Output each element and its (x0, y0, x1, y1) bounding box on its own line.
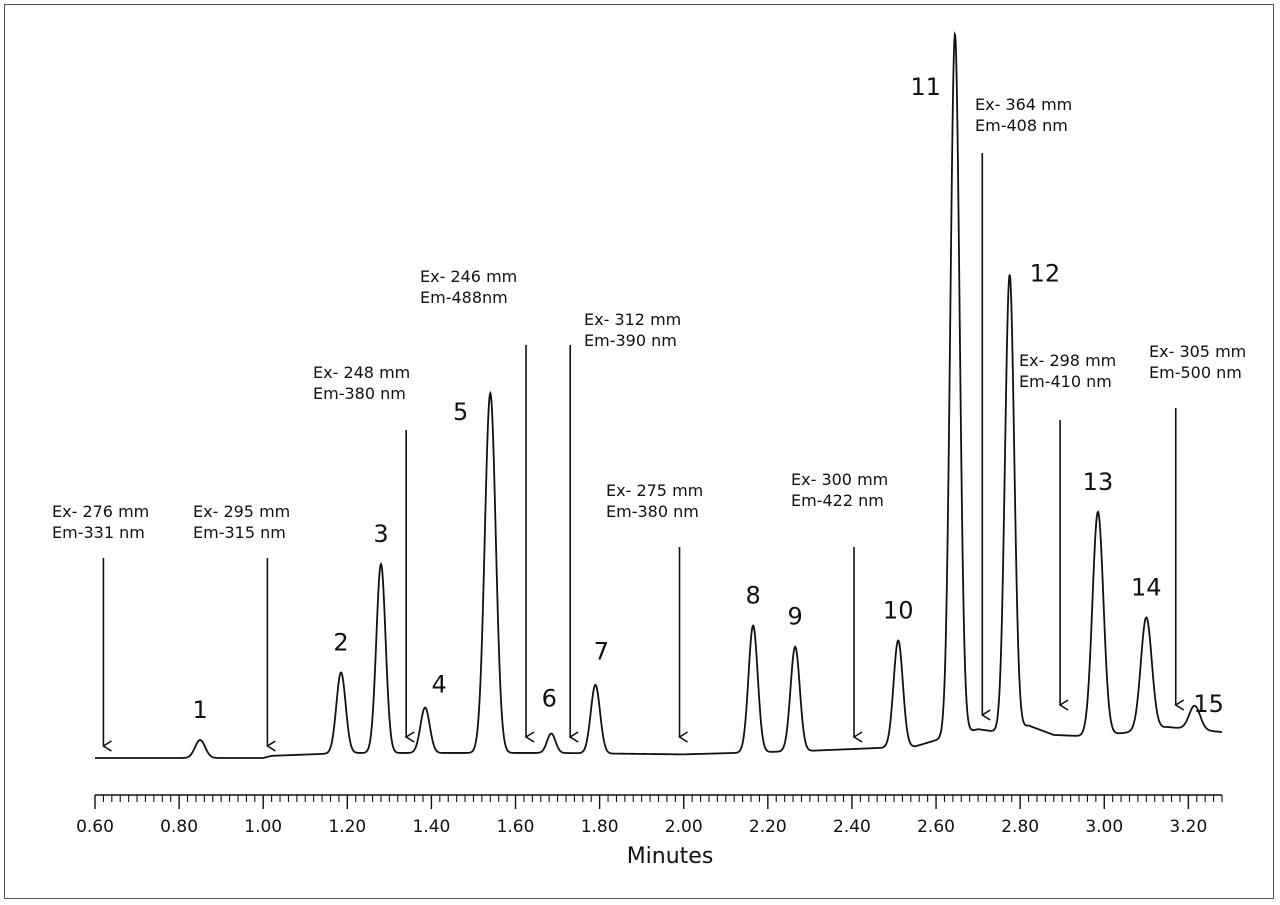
peak-label-2: 2 (333, 628, 348, 656)
x-tick-label: 1.80 (581, 817, 619, 837)
annotation-emission: Em-488nm (420, 288, 508, 307)
x-tick-label: 2.40 (833, 817, 871, 837)
x-axis-title: Minutes (627, 844, 714, 869)
annotation-emission: Em-390 nm (584, 331, 677, 350)
peak-label-11: 11 (910, 73, 941, 101)
annotation-excitation: Ex- 295 mm (193, 502, 290, 521)
x-tick-label: 3.20 (1169, 817, 1207, 837)
peak-label-15: 15 (1193, 690, 1224, 718)
x-tick-label: 3.00 (1085, 817, 1123, 837)
annotation-excitation: Ex- 305 mm (1149, 342, 1246, 361)
x-tick-label: 2.60 (917, 817, 955, 837)
chromatogram-trace (95, 30, 1223, 759)
annotation-excitation: Ex- 248 mm (313, 363, 410, 382)
peak-label-4: 4 (431, 671, 446, 699)
annotation-emission: Em-408 nm (975, 116, 1068, 135)
peak-label-14: 14 (1131, 573, 1162, 601)
annotation-excitation: Ex- 364 mm (975, 95, 1072, 114)
peak-label-7: 7 (594, 638, 609, 666)
peak-label-10: 10 (883, 596, 914, 624)
annotation-emission: Em-331 nm (52, 523, 145, 542)
x-tick-label: 2.80 (1001, 817, 1039, 837)
peak-label-13: 13 (1083, 468, 1114, 496)
annotation-excitation: Ex- 246 mm (420, 267, 517, 286)
annotation-excitation: Ex- 300 mm (791, 470, 888, 489)
wavelength-annotations: Ex- 276 mm Em-331 nm Ex- 295 mm Em-315 nm Ex… (52, 95, 1246, 746)
peak-label-9: 9 (788, 603, 803, 631)
annotation-emission: Em-422 nm (791, 491, 884, 510)
annotation-excitation: Ex- 276 mm (52, 502, 149, 521)
annotation-emission: Em-315 nm (193, 523, 286, 542)
x-tick-label: 1.00 (244, 817, 282, 837)
x-tick-label: 1.40 (412, 817, 450, 837)
peak-label-8: 8 (745, 582, 760, 610)
annotation-excitation: Ex- 298 mm (1019, 351, 1116, 370)
peak-label-5: 5 (453, 398, 468, 426)
annotation-excitation: Ex- 275 mm (606, 481, 703, 500)
chart-frame (4, 4, 1274, 899)
annotation-excitation: Ex- 312 mm (584, 310, 681, 329)
x-axis: 0.60 0.80 1.00 1.20 1.40 1.60 1.80 2.00 2.20 2.40… (76, 794, 1223, 837)
annotation-emission: Em-380 nm (313, 384, 406, 403)
x-tick-label: 1.20 (328, 817, 366, 837)
x-tick-label: 0.60 (76, 817, 114, 837)
annotation-emission: Em-500 nm (1149, 363, 1242, 382)
peak-label-6: 6 (542, 685, 557, 713)
peak-label-1: 1 (192, 696, 207, 724)
x-tick-label: 0.80 (160, 817, 198, 837)
peak-label-3: 3 (373, 520, 388, 548)
x-tick-label: 2.20 (749, 817, 787, 837)
annotation-emission: Em-410 nm (1019, 372, 1112, 391)
peak-label-12: 12 (1030, 260, 1061, 288)
x-tick-label: 1.60 (497, 817, 535, 837)
x-tick-label: 2.00 (665, 817, 703, 837)
annotation-emission: Em-380 nm (606, 502, 699, 521)
